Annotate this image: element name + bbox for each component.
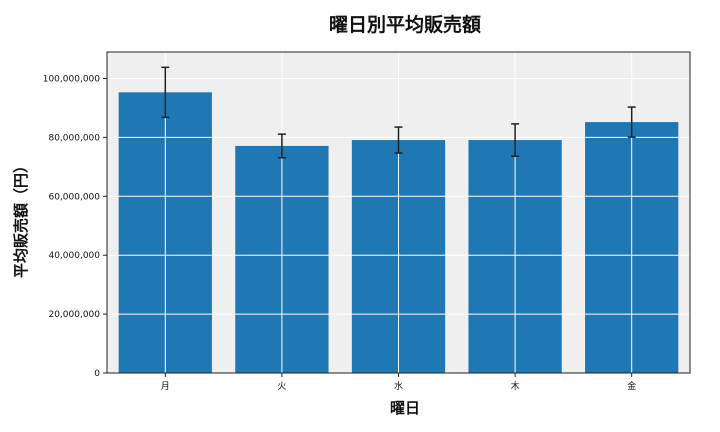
x-tick-label: 火: [277, 381, 286, 392]
x-tick-label: 木: [511, 380, 520, 392]
y-axis-label: 平均販売額（円）: [12, 158, 30, 278]
x-tick-label: 月: [161, 381, 170, 392]
x-tick-label: 金: [627, 380, 636, 392]
y-tick-label: 0: [94, 369, 100, 379]
x-axis-label: 曜日: [390, 399, 420, 417]
x-tick-label: 水: [394, 380, 403, 392]
y-tick-label: 100,000,000: [43, 75, 101, 85]
y-tick-label: 20,000,000: [48, 310, 100, 320]
chart-title: 曜日別平均販売額: [329, 13, 481, 36]
y-tick-label: 40,000,000: [48, 251, 100, 261]
y-tick-label: 60,000,000: [48, 192, 100, 202]
y-tick-label: 80,000,000: [48, 133, 100, 143]
